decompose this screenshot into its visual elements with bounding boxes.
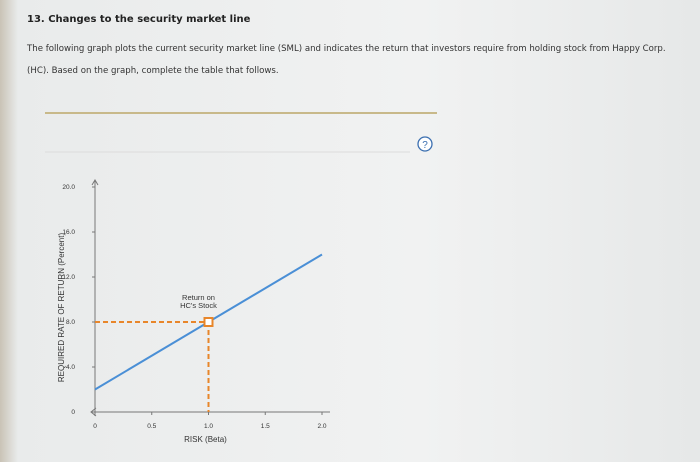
y-tick-label: 20.0: [62, 184, 75, 191]
help-icon-text[interactable]: ?: [422, 140, 428, 151]
y-axis-arrow: [91, 179, 99, 186]
x-axis-arrow: [90, 407, 97, 417]
y-tick-label: 8.0: [66, 319, 75, 326]
help-icon[interactable]: [417, 136, 433, 152]
x-tick-label: 1.0: [204, 423, 213, 430]
y-tick-label: 12.0: [62, 274, 75, 281]
x-tick-label: 0.5: [147, 423, 156, 430]
y-tick-label: 16.0: [62, 229, 75, 236]
y-tick-label: 4.0: [66, 364, 75, 371]
x-tick-label: 0: [93, 423, 97, 430]
x-tick-label: 2.0: [317, 423, 326, 430]
question-title: 13. Changes to the security market line: [27, 14, 251, 25]
y-tick-label: 0: [71, 409, 75, 416]
point-label: Return on: [182, 293, 215, 302]
paragraph-line: (HC). Based on the graph, complete the t…: [27, 66, 279, 76]
y-axis-label: REQUIRED RATE OF RETURN (Percent): [57, 233, 66, 383]
hc-point: [203, 317, 214, 327]
point-label: HC's Stock: [180, 301, 217, 310]
x-tick-label: 1.5: [261, 423, 270, 430]
paragraph-line: The following graph plots the current se…: [27, 44, 666, 54]
x-axis-label: RISK (Beta): [184, 435, 227, 444]
